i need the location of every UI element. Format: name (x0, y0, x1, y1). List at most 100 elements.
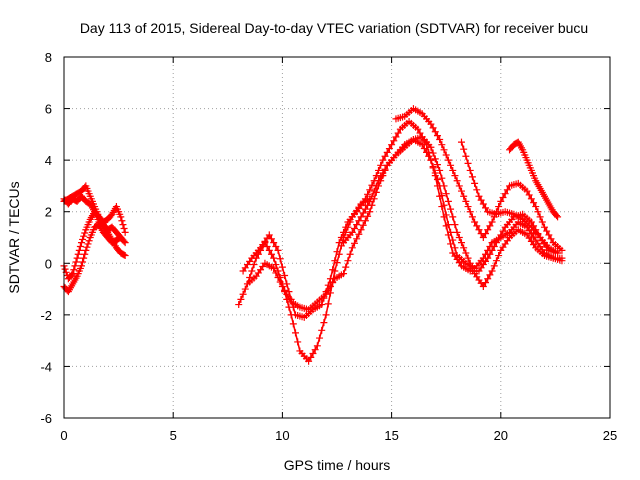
data-point (359, 221, 367, 229)
data-point (239, 290, 247, 298)
data-point (534, 208, 542, 216)
x-axis-label: GPS time / hours (284, 457, 391, 473)
data-point (455, 234, 463, 241)
data-point (442, 190, 450, 198)
data-point (364, 190, 372, 198)
data-point (460, 192, 468, 200)
data-point (449, 236, 457, 244)
data-point (453, 228, 461, 236)
data-point (120, 237, 128, 245)
data-point (466, 166, 474, 174)
data-point (117, 234, 125, 241)
data-point (427, 143, 435, 151)
data-point (495, 252, 503, 260)
data-point (366, 186, 374, 194)
data-point (350, 239, 358, 247)
data-point (429, 149, 437, 157)
y-axis-label: SDTVAR / TECUs (6, 181, 22, 293)
data-point (392, 133, 400, 141)
data-point (322, 311, 330, 319)
data-point (361, 205, 369, 213)
data-point (272, 261, 280, 269)
data-point (340, 228, 348, 236)
data-point (444, 221, 452, 229)
x-tick-label: 20 (494, 428, 508, 443)
data-point (235, 301, 243, 309)
data-point (350, 224, 358, 232)
data-point (381, 165, 389, 173)
data-point (116, 234, 124, 242)
chart-title: Day 113 of 2015, Sidereal Day-to-day VTE… (80, 20, 588, 36)
data-point (468, 173, 476, 181)
data-point (495, 203, 503, 211)
data-point (83, 243, 91, 251)
data-point (486, 243, 494, 251)
data-point (374, 177, 382, 185)
data-point (329, 279, 337, 287)
data-point (326, 282, 334, 290)
data-point (342, 223, 350, 231)
data-point (554, 213, 562, 221)
data-point (438, 174, 446, 182)
data-point (316, 334, 324, 342)
data-point (366, 208, 374, 216)
data-point (265, 231, 273, 239)
data-point (499, 194, 507, 202)
data-point (370, 187, 378, 195)
x-tick-label: 15 (384, 428, 398, 443)
data-point (355, 217, 363, 225)
data-point (84, 240, 92, 248)
data-point (80, 254, 88, 262)
data-point (486, 222, 494, 230)
y-tick-label: -4 (40, 359, 52, 374)
data-point (329, 266, 337, 274)
data-point (433, 132, 441, 140)
data-point (444, 156, 452, 164)
data-point (479, 282, 487, 290)
series-arc-b4 (340, 133, 566, 290)
data-point (79, 235, 87, 243)
data-point (294, 338, 302, 346)
data-point (482, 230, 490, 238)
y-tick-label: 2 (45, 205, 52, 220)
data-point (344, 257, 352, 265)
data-point (276, 278, 284, 286)
data-point (118, 217, 126, 225)
data-point (462, 197, 470, 205)
data-point (270, 239, 278, 247)
data-point (390, 137, 398, 145)
data-point (543, 227, 551, 235)
data-point (471, 179, 479, 187)
data-point (272, 269, 280, 277)
data-point (558, 254, 566, 262)
data-point (381, 152, 389, 160)
data-point (72, 258, 80, 266)
data-point (377, 173, 385, 181)
data-point (466, 208, 474, 216)
data-point (307, 353, 315, 361)
data-point (289, 320, 297, 328)
data-point (457, 187, 465, 195)
data-point (353, 221, 361, 229)
data-point (80, 232, 88, 240)
data-point (442, 151, 450, 159)
data-point (309, 350, 317, 358)
data-point (79, 258, 87, 266)
data-point (484, 226, 492, 234)
data-point (276, 255, 284, 263)
plot-frame (63, 56, 611, 419)
data-point (420, 145, 428, 153)
data-point (488, 218, 496, 226)
data-point (449, 213, 457, 221)
data-point (436, 166, 444, 174)
series-arc-b1 (235, 195, 374, 365)
data-point (486, 271, 494, 279)
data-point (267, 235, 275, 243)
data-point (464, 254, 472, 262)
data-point (451, 221, 459, 229)
data-point (248, 267, 256, 275)
series-arc-b6 (457, 138, 562, 257)
data-point (372, 182, 380, 190)
data-point (285, 294, 293, 302)
data-point (385, 145, 393, 153)
